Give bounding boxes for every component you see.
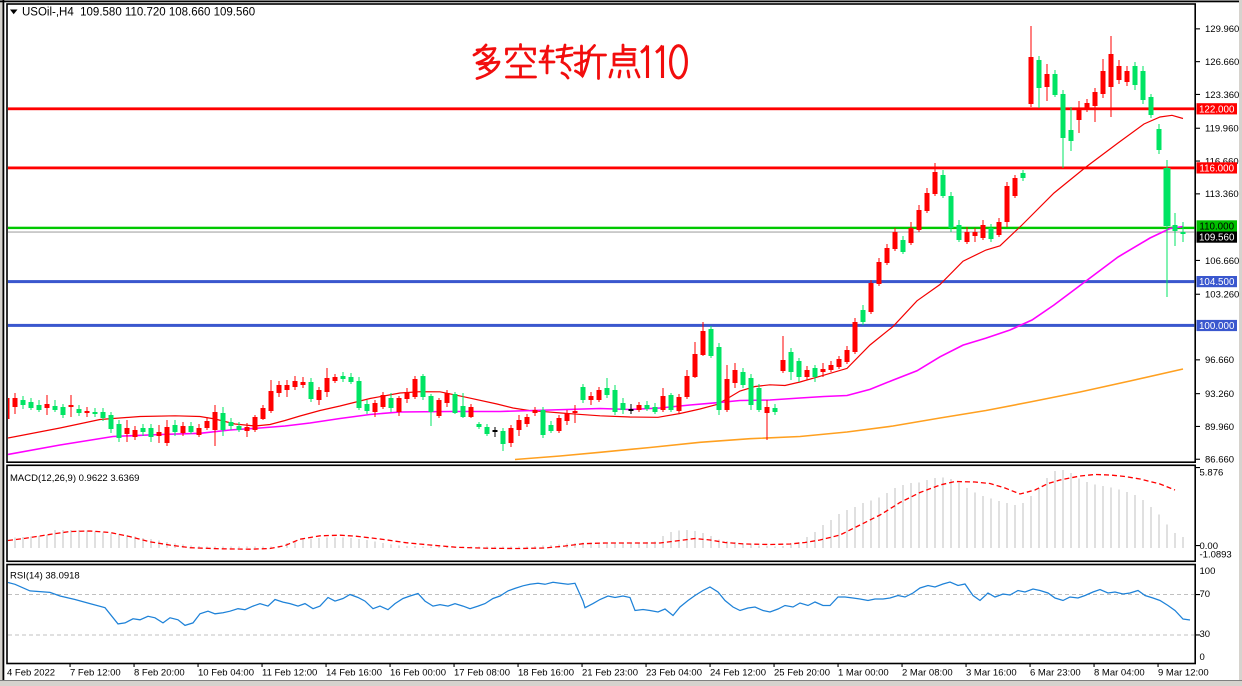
svg-text:0: 0: [1200, 652, 1205, 663]
svg-text:24 Feb 12:00: 24 Feb 12:00: [710, 668, 766, 679]
svg-text:5.876: 5.876: [1200, 468, 1224, 479]
svg-text:116.000: 116.000: [1199, 163, 1234, 174]
svg-text:17 Feb 08:00: 17 Feb 08:00: [454, 668, 510, 679]
svg-text:104.500: 104.500: [1199, 277, 1235, 288]
svg-text:6 Mar 23:00: 6 Mar 23:00: [1030, 668, 1081, 679]
svg-text:MACD(12,26,9) 0.9622 3.6369: MACD(12,26,9) 0.9622 3.6369: [10, 473, 139, 484]
svg-text:2 Mar 08:00: 2 Mar 08:00: [902, 668, 953, 679]
svg-text:103.260: 103.260: [1205, 290, 1239, 301]
svg-text:100: 100: [1200, 566, 1216, 577]
svg-text:7 Feb 12:00: 7 Feb 12:00: [70, 668, 121, 679]
svg-text:109.560: 109.560: [1199, 233, 1235, 244]
svg-text:18 Feb 16:00: 18 Feb 16:00: [518, 668, 574, 679]
svg-text:8 Mar 04:00: 8 Mar 04:00: [1094, 668, 1145, 679]
svg-text:21 Feb 23:00: 21 Feb 23:00: [582, 668, 638, 679]
svg-text:14 Feb 16:00: 14 Feb 16:00: [326, 668, 382, 679]
svg-text:USOil-,H4 109.580 110.720 108: USOil-,H4 109.580 110.720 108.660 109.56…: [22, 7, 255, 19]
svg-text:30: 30: [1200, 629, 1211, 640]
svg-text:122.000: 122.000: [1199, 104, 1235, 115]
svg-text:0.00: 0.00: [1200, 541, 1219, 552]
svg-text:96.660: 96.660: [1205, 355, 1234, 366]
svg-text:25 Feb 20:00: 25 Feb 20:00: [774, 668, 830, 679]
svg-text:10 Feb 04:00: 10 Feb 04:00: [198, 668, 254, 679]
svg-text:RSI(14) 38.0918: RSI(14) 38.0918: [10, 571, 80, 582]
svg-text:4 Feb 2022: 4 Feb 2022: [7, 668, 55, 679]
svg-text:129.960: 129.960: [1205, 24, 1239, 35]
svg-text:16 Feb 00:00: 16 Feb 00:00: [390, 668, 446, 679]
svg-text:119.960: 119.960: [1205, 124, 1239, 135]
svg-text:70: 70: [1200, 589, 1211, 600]
svg-text:89.960: 89.960: [1205, 422, 1234, 433]
svg-text:11 Feb 12:00: 11 Feb 12:00: [262, 668, 317, 679]
svg-text:116.660: 116.660: [1205, 156, 1239, 167]
svg-text:8 Feb 20:00: 8 Feb 20:00: [134, 668, 185, 679]
svg-text:126.660: 126.660: [1205, 57, 1239, 68]
svg-text:106.660: 106.660: [1205, 256, 1239, 267]
svg-text:113.360: 113.360: [1205, 189, 1239, 200]
svg-text:123.360: 123.360: [1205, 90, 1239, 101]
svg-text:-1.0893: -1.0893: [1200, 549, 1232, 560]
svg-text:86.660: 86.660: [1205, 455, 1234, 466]
svg-text:110.000: 110.000: [1199, 221, 1234, 232]
svg-text:93.260: 93.260: [1205, 389, 1234, 400]
svg-text:1 Mar 00:00: 1 Mar 00:00: [838, 668, 889, 679]
svg-text:23 Feb 04:00: 23 Feb 04:00: [646, 668, 702, 679]
svg-text:100.000: 100.000: [1199, 321, 1235, 332]
svg-text:3 Mar 16:00: 3 Mar 16:00: [966, 668, 1017, 679]
svg-text:9 Mar 12:00: 9 Mar 12:00: [1158, 668, 1209, 679]
